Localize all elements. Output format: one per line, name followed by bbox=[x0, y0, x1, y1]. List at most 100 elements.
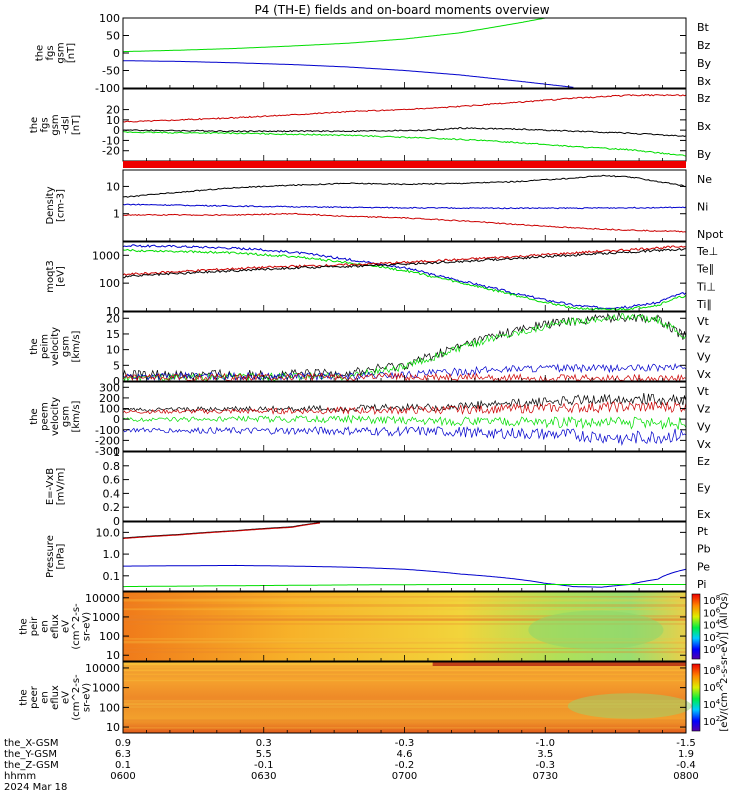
y-tick-label: 0 bbox=[113, 124, 120, 137]
x-tick-label: -0.4 bbox=[676, 760, 696, 771]
x-tick-label: 0600 bbox=[110, 771, 135, 782]
y-axis-label: (cm^2-s- bbox=[71, 674, 82, 721]
y-tick-label: -200 bbox=[95, 434, 120, 447]
y-tick-label: 100 bbox=[99, 12, 120, 25]
legend-Ne: Ne bbox=[697, 173, 712, 186]
y-tick-label: 200 bbox=[99, 392, 120, 405]
x-tick-label: 6.3 bbox=[115, 749, 131, 760]
colorbar-tick-label: 102 bbox=[703, 631, 720, 644]
y-axis-label: E=-VxB bbox=[45, 468, 56, 505]
x-tick-label: 3.5 bbox=[537, 749, 553, 760]
y-axis-label: the bbox=[29, 117, 40, 133]
spectrogram-band bbox=[123, 651, 686, 654]
spectrogram-band bbox=[123, 667, 686, 670]
colorbar-tick-label: 108 bbox=[703, 594, 720, 607]
colorbar-tick-exponent: 6 bbox=[716, 606, 721, 614]
y-axis-label: velocity bbox=[50, 397, 61, 436]
series-Pb bbox=[123, 522, 321, 539]
y-tick-label: 10 bbox=[106, 305, 120, 318]
colorbar-tick-exponent: 2 bbox=[716, 715, 720, 723]
series-Vz bbox=[122, 400, 687, 415]
series-Bx bbox=[122, 127, 687, 138]
legend-By: By bbox=[697, 57, 712, 70]
y-tick-label: 100 bbox=[99, 277, 120, 290]
panel-p4: 1000 100 10 moqt3 [eV] Te⊥ Te∥ Ti⊥ Ti∥ bbox=[45, 241, 718, 318]
series-Pt bbox=[123, 522, 320, 539]
series-Bz bbox=[122, 94, 687, 123]
y-axis-label: eV bbox=[61, 691, 72, 704]
y-tick-label: -100 bbox=[95, 424, 120, 437]
y-axis-label: peir bbox=[29, 616, 40, 636]
legend-Bx: Bx bbox=[697, 120, 712, 133]
legend-Te∥: Te∥ bbox=[696, 263, 714, 276]
spectrogram-band bbox=[123, 665, 686, 667]
panel-frame bbox=[122, 88, 687, 162]
y-axis-label: sr-eV) bbox=[82, 612, 93, 641]
x-row-label: hhmm bbox=[4, 771, 36, 782]
panel-p7: 10.80.60.40.20 E=-VxB [mV/m] Ez Ey Ex bbox=[45, 446, 711, 528]
spectrogram-band bbox=[123, 619, 686, 621]
y-tick-label: 0 bbox=[113, 515, 120, 528]
colorbar-tick-base: 10 bbox=[703, 633, 716, 644]
y-axis-label: [cm-3] bbox=[55, 189, 66, 222]
y-axis-label: the bbox=[29, 338, 40, 354]
y-axis-label: peim bbox=[40, 334, 51, 359]
colorbar-tick-label: 102 bbox=[703, 715, 720, 728]
colorbar-tick-base: 10 bbox=[703, 621, 716, 632]
spectrogram-band bbox=[123, 706, 686, 708]
y-axis-label: moqt3 bbox=[45, 260, 56, 293]
x-tick-label: -0.3 bbox=[395, 738, 415, 749]
spectrogram-band bbox=[123, 599, 686, 602]
x-tick-label: 0730 bbox=[533, 771, 558, 782]
y-axis-label: -dsl bbox=[61, 116, 72, 134]
spectrogram-band bbox=[123, 604, 686, 607]
y-axis-label: (cm^2-s- bbox=[71, 603, 82, 650]
x-row-label: the_X-GSM bbox=[4, 738, 58, 749]
panel-frame bbox=[122, 451, 687, 522]
y-tick-label: -100 bbox=[95, 82, 120, 95]
x-tick-label: 0630 bbox=[251, 771, 276, 782]
y-tick-label: 15 bbox=[106, 328, 120, 341]
y-axis-label: [nT] bbox=[66, 43, 77, 63]
x-tick-label: -0.1 bbox=[254, 760, 274, 771]
spectrogram-band bbox=[123, 608, 686, 611]
y-axis-label: sr-eV) bbox=[82, 683, 93, 712]
series-Te∥ bbox=[122, 248, 687, 279]
panel-frame bbox=[122, 17, 687, 89]
colorbar-tick-label: 106 bbox=[703, 681, 721, 694]
legend-Npot: Npot bbox=[697, 228, 724, 241]
spectrogram-blob bbox=[567, 693, 692, 719]
y-tick-label: 0.4 bbox=[103, 487, 121, 500]
y-axis-label: the bbox=[29, 408, 40, 424]
x-tick-label: 0.3 bbox=[256, 738, 272, 749]
y-tick-label: 10 bbox=[106, 344, 120, 357]
legend-Vy: Vy bbox=[697, 350, 711, 363]
spectrogram-band bbox=[123, 675, 686, 678]
colorbar-tick-label: 106 bbox=[703, 606, 721, 619]
y-tick-label: 20 bbox=[106, 312, 120, 325]
legend-Ni: Ni bbox=[697, 201, 708, 214]
y-tick-label: 20 bbox=[106, 104, 120, 117]
y-tick-label: -20 bbox=[102, 145, 120, 158]
series-Vx bbox=[122, 425, 687, 446]
legend-Pt: Pt bbox=[697, 525, 709, 538]
y-axis-label: en bbox=[40, 691, 51, 704]
panel-p3: 10 1 Density [cm-3] Ne Ni Npot bbox=[45, 169, 724, 242]
y-tick-label: 300 bbox=[99, 381, 120, 394]
x-tick-label: -0.2 bbox=[395, 760, 415, 771]
y-axis-label: gsm bbox=[61, 336, 72, 357]
y-axis-label: Pressure bbox=[45, 535, 56, 578]
colorbar-tick-base: 10 bbox=[703, 608, 716, 619]
panel-frame bbox=[122, 311, 687, 382]
y-tick-label: 10000 bbox=[85, 592, 120, 605]
spectrogram-band bbox=[123, 640, 686, 644]
spectrogram-band bbox=[123, 719, 686, 722]
panel-p8: 10.0 1.0 0.1 Pressure [nPa] Pt Pb Pe Pi bbox=[45, 521, 711, 592]
spectrogram-band bbox=[123, 623, 686, 625]
colorbar-tick-exponent: 0 bbox=[716, 643, 720, 651]
colorbar-tick-base: 10 bbox=[703, 717, 716, 728]
y-tick-label: 10.0 bbox=[96, 526, 121, 539]
spectrogram-band bbox=[123, 703, 686, 706]
